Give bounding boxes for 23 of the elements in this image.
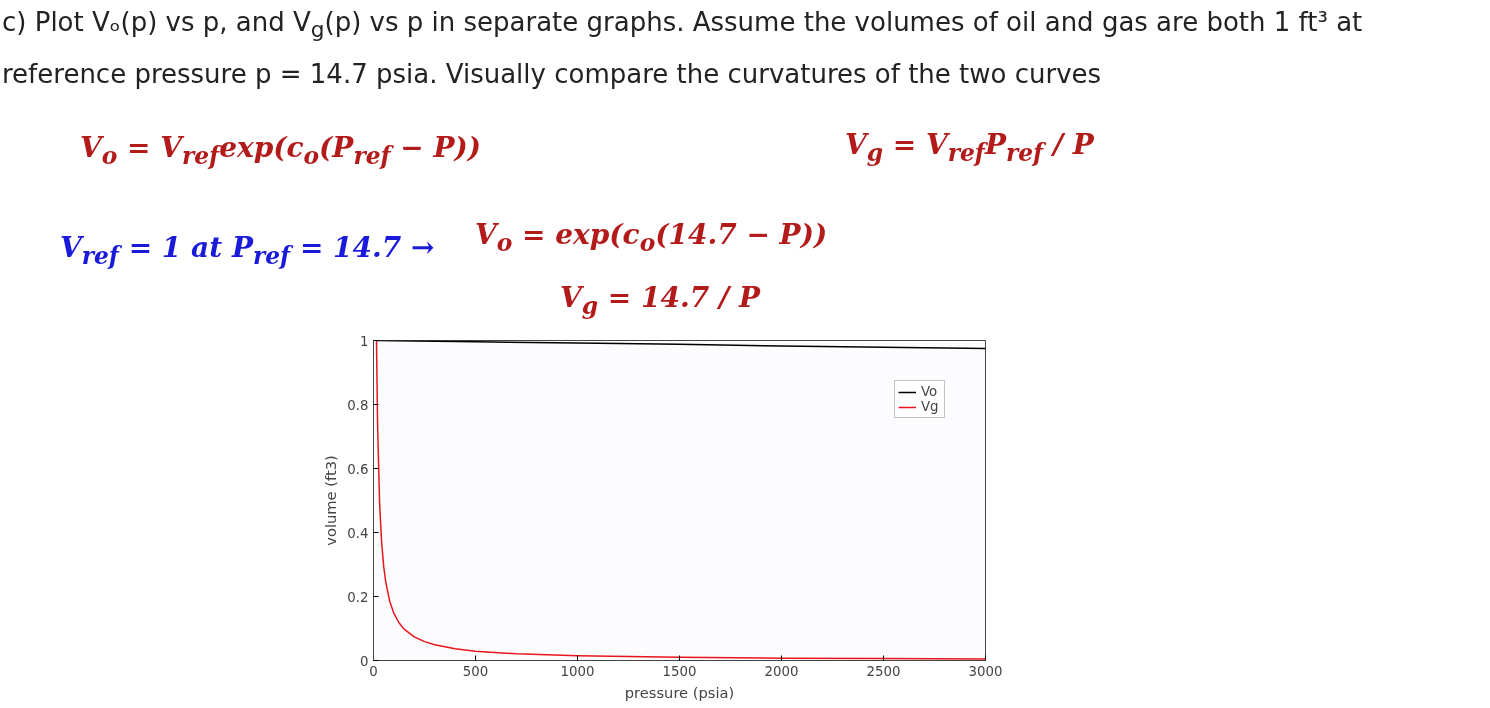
x-tick-label: 1500 bbox=[662, 663, 697, 679]
y-tick-label: 0.2 bbox=[347, 589, 369, 605]
y-tick-label: 0 bbox=[360, 653, 369, 669]
text: V$_{o}$ = V$_{ref}$exp(c$_{o}$(P$_{ref}$ − P)) bbox=[80, 131, 482, 170]
y-tick-label: 0.4 bbox=[347, 525, 369, 541]
x-tick-label: 2500 bbox=[866, 663, 901, 679]
legend-label: Vg bbox=[921, 399, 940, 414]
x-tick-label: 1000 bbox=[560, 663, 595, 679]
x-tick-label: 3000 bbox=[968, 663, 1003, 679]
x-tick-label: 500 bbox=[462, 663, 489, 679]
line-series bbox=[375, 340, 986, 660]
text: V$_{g}$ = V$_{ref}$P$_{ref}$ / P bbox=[845, 127, 1094, 169]
x-axis-title: pressure (psia) bbox=[624, 683, 735, 701]
y-tick-label: 0.6 bbox=[347, 461, 369, 477]
y-tick-label: 0.8 bbox=[347, 397, 369, 413]
legend-label: Vo bbox=[921, 384, 939, 399]
x-tick-label: 2000 bbox=[764, 663, 799, 679]
y-tick-label: 1 bbox=[360, 333, 369, 349]
text: V$_{o}$ = exp(c$_{o}$(14.7 − P)) bbox=[475, 217, 828, 259]
y-axis-title: volume (ft3) bbox=[322, 455, 340, 546]
text: V$_{g}$ = 14.7 / P bbox=[560, 280, 760, 322]
chart-title: c) Plot Vₒ(p) vs p, and V$_{g}$(p) vs p in separate graphs. Assume the volumes of oil and gas are both 1 ft³ at reference pressure p = 14.7 psia. Visually compare the curvatures of the two curves bbox=[2, 6, 1364, 92]
text: V$_{ref}$ = 1 at P$_{ref}$ = 14.7 → bbox=[60, 230, 435, 272]
